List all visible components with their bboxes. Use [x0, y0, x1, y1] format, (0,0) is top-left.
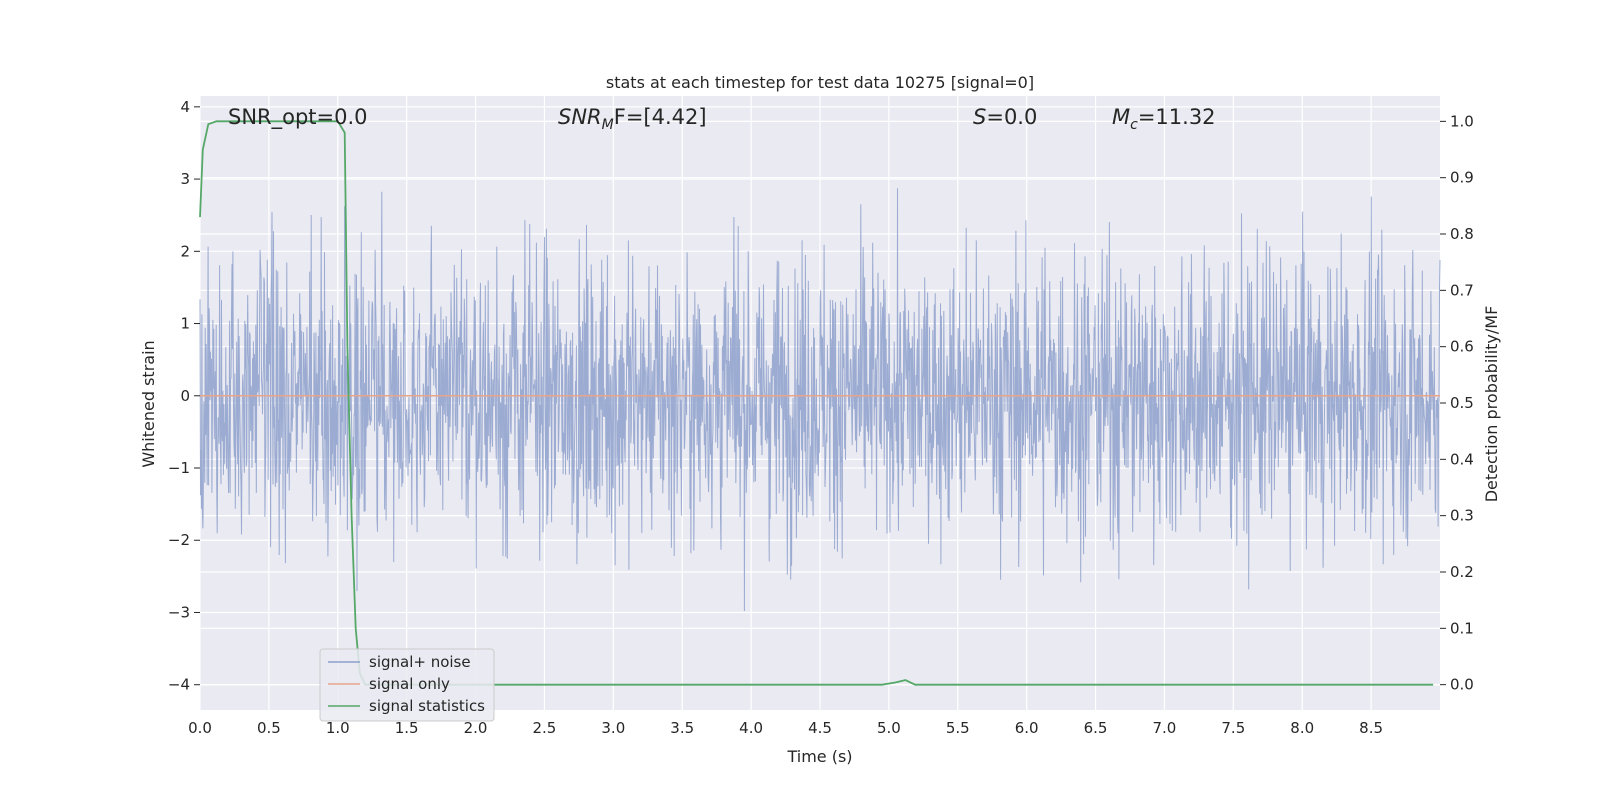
annotation-snr-mf-main: SNR	[558, 105, 602, 129]
y-tick-label: 0	[180, 387, 190, 405]
y-tick-label: 2	[180, 242, 190, 260]
y-tick-label: 1	[180, 315, 190, 333]
x-tick-label: 5.0	[877, 719, 901, 737]
x-axis-label: Time (s)	[786, 747, 852, 766]
annotation-s-main: S	[973, 105, 986, 129]
y2-tick-label: 1.0	[1450, 112, 1474, 130]
legend-label-signal-noise: signal+ noise	[369, 653, 471, 671]
annotation-snr-opt: SNR_opt=0.0	[228, 105, 368, 130]
x-tick-label: 7.5	[1221, 719, 1245, 737]
annotation-s: S=0.0	[973, 105, 1037, 129]
x-tick-label: 0.5	[257, 719, 281, 737]
y-tick-label: −4	[168, 676, 190, 694]
x-tick-label: 7.0	[1153, 719, 1177, 737]
y2-tick-label: 0.6	[1450, 338, 1474, 356]
x-tick-label: 1.0	[326, 719, 350, 737]
y2-tick-label: 0.3	[1450, 507, 1474, 525]
x-tick-label: 3.0	[601, 719, 625, 737]
x-tick-label: 4.0	[739, 719, 763, 737]
annotation-s-rest: =0.0	[986, 105, 1037, 129]
x-tick-label: 6.5	[1084, 719, 1108, 737]
x-tick-label: 8.5	[1359, 719, 1383, 737]
y2-tick-label: 0.5	[1450, 394, 1474, 412]
legend-label-signal-statistics: signal statistics	[369, 697, 485, 715]
annotation-mc-rest: =11.32	[1138, 105, 1216, 129]
x-tick-label: 1.5	[395, 719, 419, 737]
legend-box	[319, 648, 495, 722]
y2-tick-label: 0.7	[1450, 281, 1474, 299]
x-tick-label: 2.0	[464, 719, 488, 737]
x-tick-label: 2.5	[533, 719, 557, 737]
y2-tick-label: 0.1	[1450, 619, 1474, 637]
x-tick-label: 5.5	[946, 719, 970, 737]
y-tick-label: −3	[168, 603, 190, 621]
y2-tick-label: 0.4	[1450, 450, 1474, 468]
series-signal-noise-line	[199, 188, 1441, 612]
x-tick-label: 0.0	[188, 719, 212, 737]
y-tick-label: 4	[180, 98, 190, 116]
y-tick-label: −2	[168, 531, 190, 549]
x-tick-label: 6.0	[1015, 719, 1039, 737]
annotation-snr-mf-rest: F=[4.42]	[614, 105, 707, 129]
y2-tick-label: 0.0	[1450, 676, 1474, 694]
y-tick-label: −1	[168, 459, 190, 477]
annotation-mc-main: M	[1112, 105, 1130, 129]
annotation-snr-mf: SNRMF=[4.42]	[558, 105, 707, 133]
y-axis-label: Whitened strain	[139, 340, 158, 467]
y2-tick-label: 0.2	[1450, 563, 1474, 581]
y-tick-label: 3	[180, 170, 190, 188]
legend-label-signal-only: signal only	[369, 675, 450, 693]
y2-tick-label: 0.8	[1450, 225, 1474, 243]
x-tick-label: 4.5	[808, 719, 832, 737]
annotation-snr-mf-sub: M	[602, 117, 614, 133]
tick-labels: 0.0 0.5 1.0 1.5 2.0 2.5 3.0 3.5 4.0 4.5 5.0 5.5 6.0 6…	[168, 98, 1474, 737]
legend: signal+ noise signal only signal statist…	[319, 648, 495, 722]
y2-axis-label: Detection probability/MF	[1482, 306, 1501, 503]
annotation-mc-sub: c	[1130, 117, 1138, 133]
x-tick-label: 3.5	[670, 719, 694, 737]
chart-title: stats at each timestep for test data 102…	[606, 73, 1034, 92]
y2-tick-label: 0.9	[1450, 169, 1474, 187]
annotation-mc: Mc=11.32	[1112, 105, 1216, 133]
x-tick-label: 8.0	[1290, 719, 1314, 737]
